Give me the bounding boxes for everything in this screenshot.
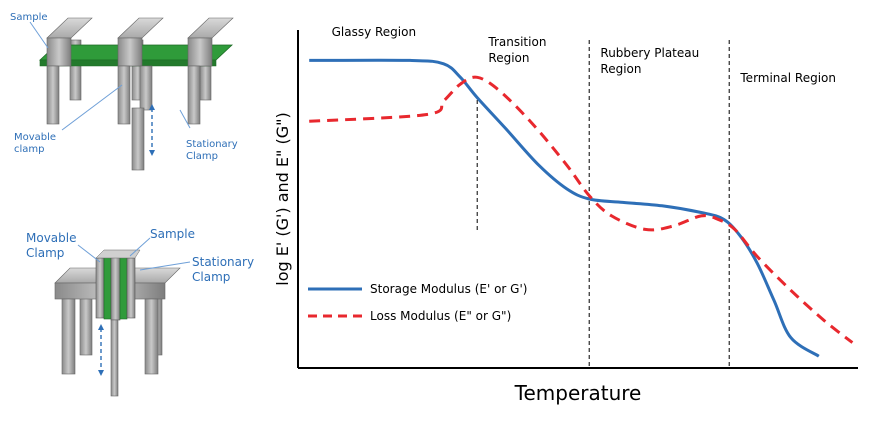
region-boundaries [476,40,730,368]
label-top-movable-2: clamp [14,144,45,155]
x-axis-label: Temperature [514,381,642,405]
label-top-movable-1: Movable [14,132,56,143]
region-labels: Glassy Region Transition Region Rubbery Pla… [332,25,836,85]
legend: Storage Modulus (E' or G') Loss Modulus … [308,282,527,323]
region-label-2-line-2: Region [488,51,529,65]
legend-loss-label: Loss Modulus (E" or G") [370,309,511,323]
region-label-3-line-2: Region [600,62,641,76]
loss-modulus-line [309,75,854,344]
label-bottom-movable-1: Movable [26,231,76,245]
region-label-3-line-1: Rubbery Plateau [600,46,699,60]
label-top-stationary-1: Stationary [186,139,238,150]
region-label-1-line-1: Glassy Region [332,25,417,39]
legend-storage-label: Storage Modulus (E' or G') [370,282,527,296]
region-label-2-line-1: Transition [487,35,546,49]
bottom-clamp-diagram: Movable Clamp Sample Stationary Clamp [26,227,254,397]
label-top-stationary-2: Clamp [186,151,218,162]
modulus-chart: Glassy Region Transition Region Rubbery Pla… [273,25,858,405]
series-lines [309,58,854,358]
label-bottom-sample: Sample [150,227,195,241]
region-label-4-line-1: Terminal Region [739,71,836,85]
storage-modulus-line [309,58,820,358]
top-clamp-diagram: Sample Movable clamp Stationary Clamp [10,12,238,171]
label-bottom-movable-2: Clamp [26,246,64,260]
y-axis-label: log E' (G') and E" (G") [273,112,292,285]
label-bottom-stationary-2: Clamp [192,270,230,284]
label-bottom-stationary-1: Stationary [192,255,254,269]
label-top-sample: Sample [10,12,48,23]
